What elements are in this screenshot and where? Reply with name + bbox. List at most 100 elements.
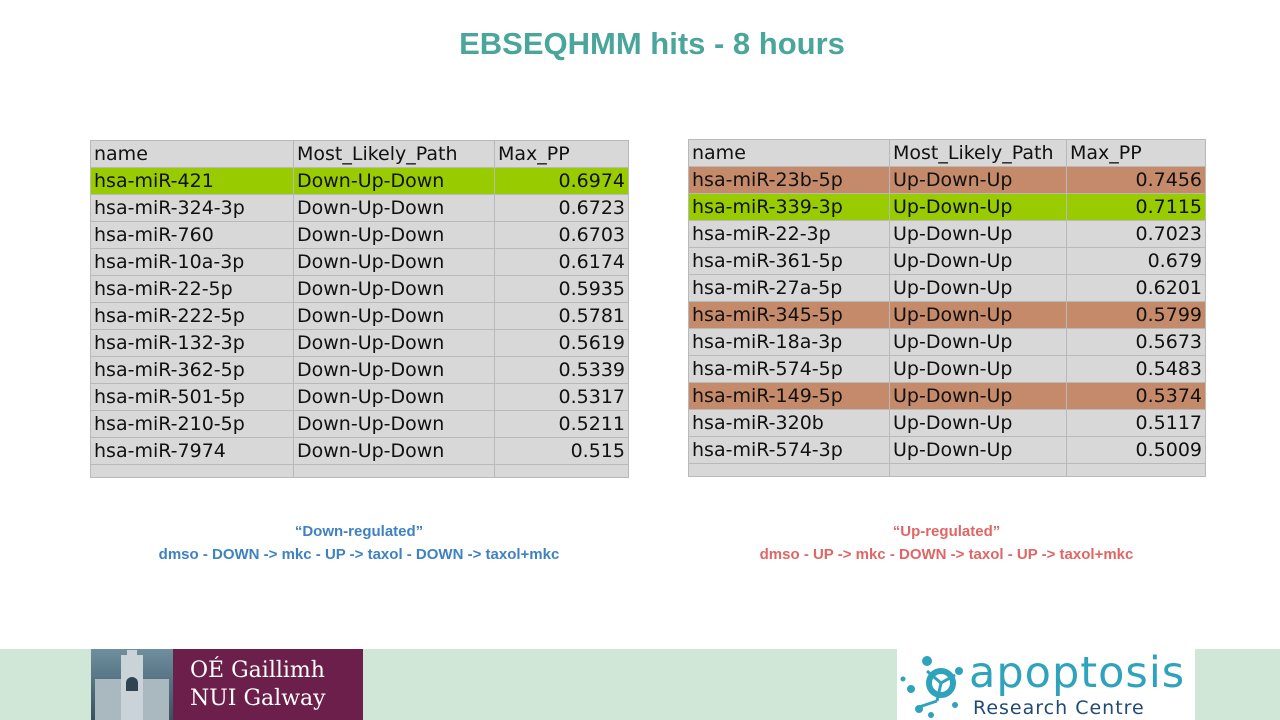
max-pp-cell: 0.5009	[1066, 436, 1206, 464]
table-row: hsa-miR-210-5p Down-Up-Down 0.5211	[90, 410, 629, 438]
table-row: hsa-miR-320b Up-Down-Up 0.5117	[688, 409, 1206, 437]
max-pp-cell: 0.6174	[494, 248, 629, 276]
max-pp-cell: 0.5781	[494, 302, 629, 330]
table-row: hsa-miR-10a-3p Down-Up-Down 0.6174	[90, 248, 629, 276]
table-header-row: name Most_Likely_Path Max_PP	[90, 140, 629, 168]
path-cell: Down-Up-Down	[293, 302, 495, 330]
path-cell: Up-Down-Up	[889, 301, 1067, 329]
caption-title: “Up-regulated”	[892, 523, 1001, 540]
mirna-name-cell: hsa-miR-501-5p	[90, 383, 294, 411]
path-cell: Up-Down-Up	[889, 355, 1067, 383]
path-cell: Up-Down-Up	[889, 220, 1067, 248]
table-row: hsa-miR-22-3p Up-Down-Up 0.7023	[688, 220, 1206, 248]
path-cell: Up-Down-Up	[889, 166, 1067, 194]
max-pp-cell: 0.5117	[1066, 409, 1206, 437]
max-pp-cell: 0.5483	[1066, 355, 1206, 383]
mirna-name-cell: hsa-miR-345-5p	[688, 301, 890, 329]
empty-row	[688, 463, 1206, 477]
max-pp-cell: 0.5211	[494, 410, 629, 438]
mirna-name-cell: hsa-miR-362-5p	[90, 356, 294, 384]
table-row: hsa-miR-574-5p Up-Down-Up 0.5483	[688, 355, 1206, 383]
max-pp-cell: 0.6974	[494, 167, 629, 195]
nui-logo-line1: OÉ Gaillimh	[190, 658, 325, 683]
column-header: name	[90, 140, 294, 168]
max-pp-cell: 0.6723	[494, 194, 629, 222]
table-row: hsa-miR-22-5p Down-Up-Down 0.5935	[90, 275, 629, 303]
max-pp-cell: 0.7115	[1066, 193, 1206, 221]
mirna-name-cell: hsa-miR-27a-5p	[688, 274, 890, 302]
path-cell: Up-Down-Up	[889, 382, 1067, 410]
table-row: hsa-miR-222-5p Down-Up-Down 0.5781	[90, 302, 629, 330]
table-row: hsa-miR-132-3p Down-Up-Down 0.5619	[90, 329, 629, 357]
column-header: Most_Likely_Path	[293, 140, 495, 168]
research-centre-label: Research Centre	[973, 697, 1145, 719]
max-pp-cell: 0.7456	[1066, 166, 1206, 194]
path-cell: Up-Down-Up	[889, 436, 1067, 464]
nui-logo-line2: NUI Galway	[190, 686, 326, 711]
table-row: hsa-miR-339-3p Up-Down-Up 0.7115	[688, 193, 1206, 221]
table-row: hsa-miR-324-3p Down-Up-Down 0.6723	[90, 194, 629, 222]
mirna-name-cell: hsa-miR-421	[90, 167, 294, 195]
table-row: hsa-miR-149-5p Up-Down-Up 0.5374	[688, 382, 1206, 410]
path-cell: Down-Up-Down	[293, 383, 495, 411]
path-cell: Down-Up-Down	[293, 410, 495, 438]
university-building-icon	[91, 649, 173, 720]
path-cell: Down-Up-Down	[293, 248, 495, 276]
max-pp-cell: 0.5317	[494, 383, 629, 411]
apoptosis-research-centre-logo: apoptosis Research Centre	[897, 649, 1195, 720]
path-cell: Up-Down-Up	[889, 193, 1067, 221]
max-pp-cell: 0.5619	[494, 329, 629, 357]
path-cell: Down-Up-Down	[293, 329, 495, 357]
max-pp-cell: 0.5339	[494, 356, 629, 384]
column-header: Max_PP	[1066, 139, 1206, 167]
path-cell: Down-Up-Down	[293, 437, 495, 465]
molecule-network-icon	[900, 656, 963, 718]
caption-title: “Down-regulated”	[294, 523, 424, 540]
path-cell: Down-Up-Down	[293, 194, 495, 222]
table-header-row: name Most_Likely_Path Max_PP	[688, 139, 1206, 167]
down-regulated-caption: “Down-regulated” dmso - DOWN -> mkc - UP…	[90, 520, 628, 566]
mirna-name-cell: hsa-miR-574-3p	[688, 436, 890, 464]
nui-galway-logo: OÉ Gaillimh NUI Galway	[91, 649, 363, 720]
table-row: hsa-miR-760 Down-Up-Down 0.6703	[90, 221, 629, 249]
table-row: hsa-miR-23b-5p Up-Down-Up 0.7456	[688, 166, 1206, 194]
mirna-name-cell: hsa-miR-574-5p	[688, 355, 890, 383]
table-row: hsa-miR-421 Down-Up-Down 0.6974	[90, 167, 629, 195]
empty-row	[90, 464, 629, 478]
mirna-name-cell: hsa-miR-361-5p	[688, 247, 890, 275]
caption-description: dmso - UP -> mkc - DOWN -> taxol - UP ->…	[759, 546, 1134, 563]
table-row: hsa-miR-27a-5p Up-Down-Up 0.6201	[688, 274, 1206, 302]
path-cell: Up-Down-Up	[889, 247, 1067, 275]
path-cell: Up-Down-Up	[889, 409, 1067, 437]
max-pp-cell: 0.7023	[1066, 220, 1206, 248]
path-cell: Down-Up-Down	[293, 356, 495, 384]
up-regulated-table: name Most_Likely_Path Max_PP hsa-miR-23b-5…	[688, 139, 1206, 477]
path-cell: Down-Up-Down	[293, 275, 495, 303]
mirna-name-cell: hsa-miR-339-3p	[688, 193, 890, 221]
slide-title: EBSEQHMM hits - 8 hours	[459, 26, 845, 61]
path-cell: Down-Up-Down	[293, 221, 495, 249]
max-pp-cell: 0.5374	[1066, 382, 1206, 410]
mirna-name-cell: hsa-miR-320b	[688, 409, 890, 437]
mirna-name-cell: hsa-miR-760	[90, 221, 294, 249]
table-row: hsa-miR-362-5p Down-Up-Down 0.5339	[90, 356, 629, 384]
table-row: hsa-miR-7974 Down-Up-Down 0.515	[90, 437, 629, 465]
mirna-name-cell: hsa-miR-222-5p	[90, 302, 294, 330]
mirna-name-cell: hsa-miR-22-3p	[688, 220, 890, 248]
table-row: hsa-miR-345-5p Up-Down-Up 0.5799	[688, 301, 1206, 329]
apoptosis-wordmark: apoptosis	[969, 648, 1186, 698]
down-regulated-table: name Most_Likely_Path Max_PP hsa-miR-421 Do…	[90, 140, 629, 478]
mirna-name-cell: hsa-miR-324-3p	[90, 194, 294, 222]
max-pp-cell: 0.5673	[1066, 328, 1206, 356]
max-pp-cell: 0.5935	[494, 275, 629, 303]
column-header: Max_PP	[494, 140, 629, 168]
path-cell: Up-Down-Up	[889, 274, 1067, 302]
mirna-name-cell: hsa-miR-18a-3p	[688, 328, 890, 356]
table-row: hsa-miR-361-5p Up-Down-Up 0.679	[688, 247, 1206, 275]
max-pp-cell: 0.6703	[494, 221, 629, 249]
table-row: hsa-miR-574-3p Up-Down-Up 0.5009	[688, 436, 1206, 464]
mirna-name-cell: hsa-miR-23b-5p	[688, 166, 890, 194]
path-cell: Down-Up-Down	[293, 167, 495, 195]
max-pp-cell: 0.679	[1066, 247, 1206, 275]
table-row: hsa-miR-18a-3p Up-Down-Up 0.5673	[688, 328, 1206, 356]
